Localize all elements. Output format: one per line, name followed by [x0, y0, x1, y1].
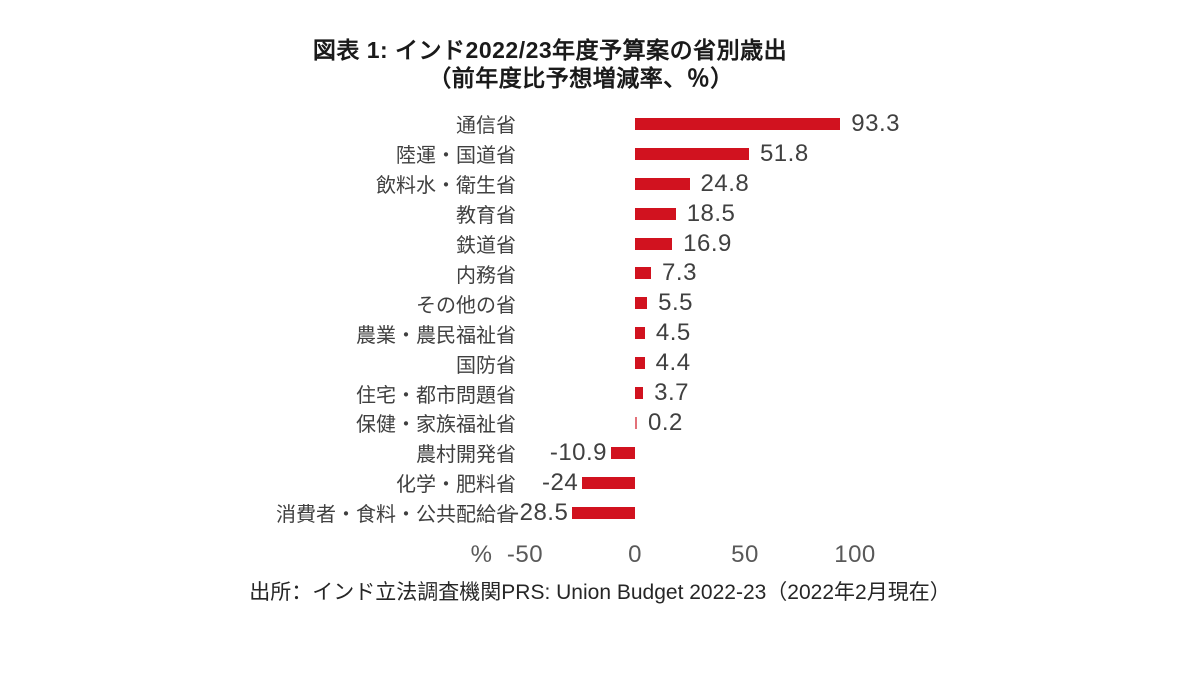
value-label: 3.7 — [654, 379, 689, 407]
x-tick-label: 50 — [731, 541, 759, 568]
category-label: 農村開発省 — [416, 444, 516, 467]
value-label: 18.5 — [686, 199, 736, 227]
bar — [635, 207, 676, 220]
value-label: 4.5 — [655, 319, 691, 347]
value-label: 93.3 — [851, 109, 900, 137]
bar — [572, 506, 635, 519]
source-note: 出所：インド立法調査機関PRS: Union Budget 2022-23（20… — [249, 581, 951, 604]
category-label: 教育省 — [456, 205, 516, 228]
bar-row: 化学・肥料省 -24 — [0, 468, 1200, 498]
value-label: 16.9 — [683, 229, 732, 257]
bar-row: 内務省 7.3 — [0, 259, 1200, 289]
axis-unit-label: % — [470, 541, 492, 568]
value-label: 0.2 — [648, 408, 683, 436]
bar — [635, 416, 637, 429]
x-tick-label: 0 — [628, 541, 642, 568]
category-label: 陸運・国道省 — [396, 145, 516, 168]
category-label: 通信省 — [456, 115, 516, 138]
bar-row: 保健・家族福祉省 0.2 — [0, 408, 1200, 438]
category-label: 保健・家族福祉省 — [356, 414, 516, 437]
bar-row: 農業・農民福祉省 4.5 — [0, 318, 1200, 348]
bar — [635, 387, 644, 400]
value-label: -28.5 — [511, 498, 569, 526]
bar-row: 飲料水・衛生省 24.8 — [0, 169, 1200, 199]
category-label: 化学・肥料省 — [396, 474, 516, 497]
category-label: 内務省 — [456, 264, 516, 287]
chart-title: 図表 1: インド2022/23年度予算案の省別歳出 — [312, 37, 788, 63]
bar — [635, 237, 673, 250]
x-tick-label: -50 — [506, 541, 544, 568]
x-tick-label: 100 — [834, 541, 876, 568]
category-label: 飲料水・衛生省 — [376, 175, 516, 198]
bar-row: 国防省 4.4 — [0, 348, 1200, 378]
value-label: 4.4 — [655, 349, 691, 377]
bar-row: 教育省 18.5 — [0, 199, 1200, 229]
bar — [635, 267, 652, 280]
value-label: -10.9 — [549, 438, 608, 466]
category-label: 消費者・食料・公共配給省 — [276, 504, 516, 527]
bar — [635, 357, 645, 370]
bar-row: 農村開発省 -10.9 — [0, 438, 1200, 468]
bar-row: 鉄道省 16.9 — [0, 229, 1200, 259]
bar — [635, 297, 648, 310]
category-label: 鉄道省 — [456, 235, 516, 258]
bar — [635, 327, 645, 340]
category-label: 住宅・都市問題省 — [356, 384, 516, 407]
value-label: 7.3 — [662, 259, 697, 287]
category-label: 農業・農民福祉省 — [356, 324, 516, 347]
bar — [635, 147, 749, 160]
category-label: 国防省 — [456, 354, 516, 377]
bar-row: 住宅・都市問題省 3.7 — [0, 378, 1200, 408]
bar-row: 消費者・食料・公共配給省 -28.5 — [0, 498, 1200, 528]
category-label: その他の省 — [416, 294, 516, 317]
bar-row: 陸運・国道省 51.8 — [0, 139, 1200, 169]
value-label: 24.8 — [700, 169, 750, 197]
chart-subtitle: （前年度比予想増減率、％） — [428, 65, 734, 91]
value-label: 51.8 — [759, 139, 809, 167]
bar — [635, 117, 841, 130]
bar — [582, 476, 635, 489]
bar-row: その他の省 5.5 — [0, 288, 1200, 318]
value-label: -24 — [542, 468, 579, 496]
bar — [611, 446, 635, 459]
value-label: 5.5 — [658, 289, 693, 317]
bar — [635, 177, 690, 190]
bar-row: 通信省 93.3 — [0, 109, 1200, 139]
